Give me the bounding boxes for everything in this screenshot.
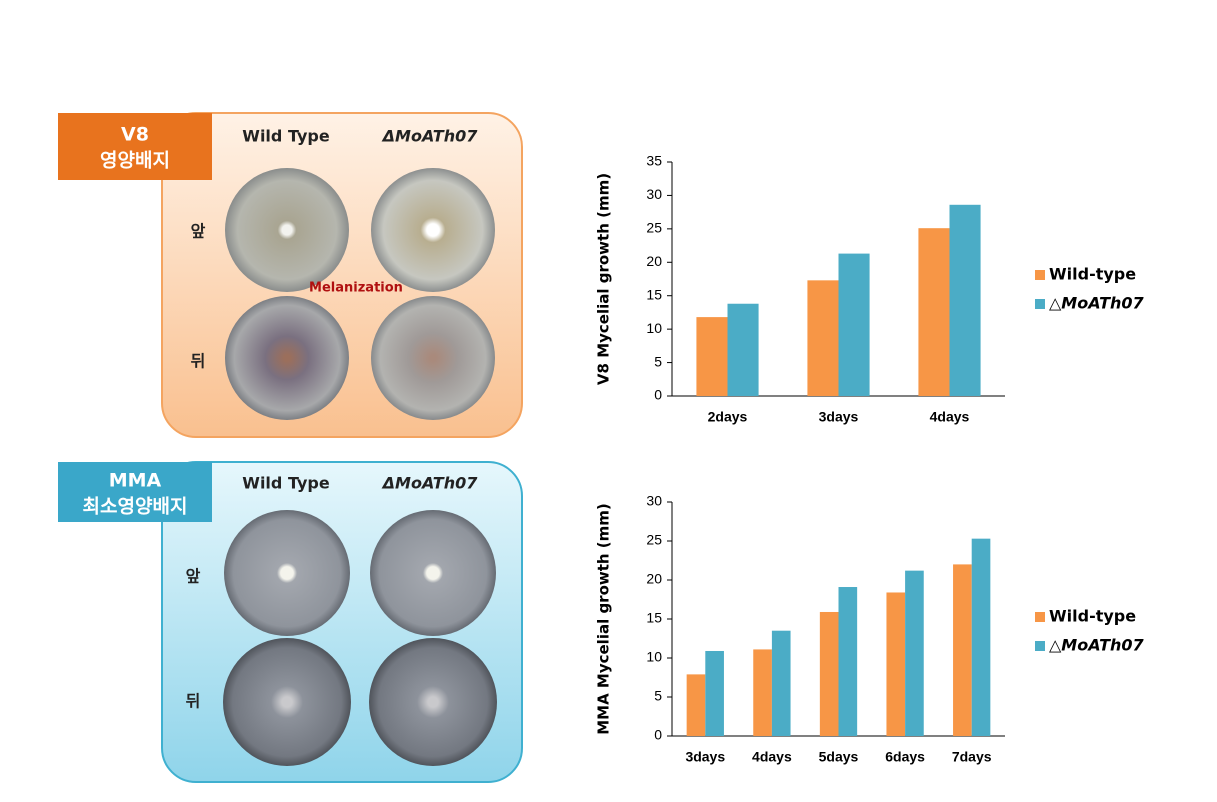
y-tick-label: 15 <box>646 286 662 302</box>
medium-sub: 최소영양배지 <box>83 496 188 518</box>
legend-swatch <box>1035 612 1045 622</box>
bar <box>971 538 991 736</box>
x-tick-label: 2days <box>708 409 748 425</box>
bar <box>705 650 724 736</box>
bar <box>819 611 839 736</box>
bar <box>771 630 791 736</box>
x-tick-label: 7days <box>952 749 992 765</box>
plate <box>371 296 495 420</box>
col-label: Wild Type <box>242 474 330 493</box>
y-axis-title: V8 Mycelial growth (mm) <box>595 173 613 385</box>
x-tick-label: 5days <box>819 749 859 765</box>
legend-swatch <box>1035 270 1045 280</box>
plate <box>369 638 497 766</box>
x-tick-label: 6days <box>885 749 925 765</box>
legend-label: Wild-type <box>1049 265 1136 284</box>
y-tick-label: 5 <box>654 688 662 704</box>
medium: MMA <box>109 470 162 492</box>
y-tick-label: 25 <box>646 532 662 548</box>
plate <box>371 168 495 292</box>
bar <box>949 204 981 396</box>
bar <box>905 570 924 736</box>
medium: V8 <box>121 124 149 146</box>
row-label: 앞 <box>191 222 206 241</box>
bar <box>953 564 972 736</box>
bar <box>696 317 728 396</box>
y-tick-label: 5 <box>654 353 662 369</box>
y-tick-label: 30 <box>646 493 662 509</box>
y-tick-label: 10 <box>646 320 662 336</box>
plate <box>224 510 350 636</box>
col-label: Wild Type <box>242 127 330 146</box>
legend-label: △MoATh07 <box>1049 636 1145 655</box>
bar <box>753 649 772 736</box>
medium-box <box>58 113 212 180</box>
bar <box>838 587 858 736</box>
col-label: ΔMoATh07 <box>381 127 479 146</box>
y-tick-label: 35 <box>646 153 662 169</box>
plate <box>370 510 496 636</box>
bar <box>807 280 839 396</box>
legend-swatch <box>1035 299 1045 309</box>
y-axis-title: MMA Mycelial growth (mm) <box>595 503 613 735</box>
plate <box>225 168 349 292</box>
y-tick-label: 25 <box>646 220 662 236</box>
x-tick-label: 4days <box>930 409 970 425</box>
medium-box <box>58 462 212 522</box>
y-tick-label: 0 <box>654 727 662 743</box>
row-label: 뒤 <box>191 352 206 371</box>
bar <box>727 303 759 396</box>
x-tick-label: 4days <box>752 749 792 765</box>
x-tick-label: 3days <box>819 409 859 425</box>
y-tick-label: 10 <box>646 649 662 665</box>
col-label: ΔMoATh07 <box>381 474 479 493</box>
row-label: 뒤 <box>186 692 201 711</box>
row-label: 앞 <box>186 567 201 586</box>
medium-sub: 영양배지 <box>100 150 170 172</box>
y-tick-label: 15 <box>646 610 662 626</box>
annotation: Melanization <box>309 281 403 296</box>
bar <box>886 592 906 736</box>
legend-swatch <box>1035 641 1045 651</box>
legend-label: △MoATh07 <box>1049 294 1145 313</box>
plate <box>223 638 351 766</box>
plate <box>225 296 349 420</box>
x-tick-label: 3days <box>685 749 725 765</box>
y-tick-label: 0 <box>654 387 662 403</box>
y-tick-label: 30 <box>646 186 662 202</box>
bar <box>686 674 706 736</box>
bar <box>838 253 870 396</box>
y-tick-label: 20 <box>646 253 662 269</box>
legend-label: Wild-type <box>1049 607 1136 626</box>
bar <box>918 228 950 396</box>
y-tick-label: 20 <box>646 571 662 587</box>
